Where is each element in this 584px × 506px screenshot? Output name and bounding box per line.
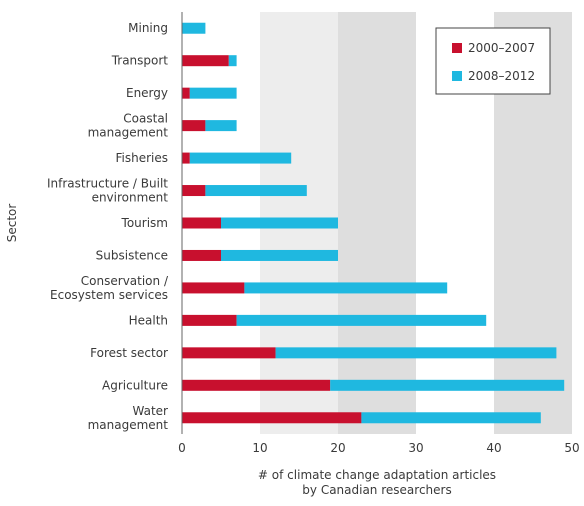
bar-2000-2007 bbox=[182, 87, 190, 99]
legend-label-2000-2007: 2000–2007 bbox=[468, 41, 535, 55]
bar-2000-2007 bbox=[182, 55, 229, 67]
x-tick-label: 50 bbox=[564, 441, 579, 455]
y-axis-title: Sector bbox=[5, 204, 19, 243]
legend-swatch-2000-2007 bbox=[452, 43, 462, 53]
x-axis-title-line: by Canadian researchers bbox=[302, 483, 451, 497]
category-label: Subsistence bbox=[96, 248, 168, 262]
legend-label-2008-2012: 2008–2012 bbox=[468, 69, 535, 83]
bar-2008-2012 bbox=[221, 217, 338, 229]
category-label: Health bbox=[129, 313, 168, 327]
bar-2000-2007 bbox=[182, 249, 221, 261]
bar-2008-2012 bbox=[189, 152, 292, 164]
legend-box bbox=[435, 27, 551, 95]
x-tick-label: 30 bbox=[408, 441, 423, 455]
bar-2000-2007 bbox=[182, 217, 221, 229]
bars bbox=[182, 22, 565, 424]
category-label: Energy bbox=[126, 86, 168, 100]
bar-2008-2012 bbox=[205, 185, 307, 197]
bar-2008-2012 bbox=[182, 22, 206, 34]
category-label: Transport bbox=[111, 54, 169, 68]
category-label: Forest sector bbox=[90, 346, 168, 360]
bar-2000-2007 bbox=[182, 314, 237, 326]
x-tick-label: 40 bbox=[486, 441, 501, 455]
bar-2000-2007 bbox=[182, 120, 206, 132]
bar-2000-2007 bbox=[182, 412, 362, 424]
bar-2008-2012 bbox=[361, 412, 541, 424]
x-axis-title: # of climate change adaptation articlesb… bbox=[258, 468, 496, 497]
category-label: Infrastructure / Built environment bbox=[47, 177, 168, 205]
category-label: Tourism bbox=[121, 216, 168, 230]
category-label: Conservation / Ecosystem services bbox=[50, 274, 169, 302]
x-tick-label: 10 bbox=[252, 441, 267, 455]
legend-swatch-2008-2012 bbox=[452, 71, 462, 81]
bar-2008-2012 bbox=[205, 120, 237, 132]
bar-2000-2007 bbox=[182, 282, 245, 294]
category-label: Fisheries bbox=[115, 151, 168, 165]
category-label: Mining bbox=[128, 21, 168, 35]
bar-2000-2007 bbox=[182, 152, 190, 164]
bar-2000-2007 bbox=[182, 185, 206, 197]
background-band bbox=[338, 12, 416, 434]
bar-2008-2012 bbox=[236, 314, 487, 326]
category-label: Water management bbox=[88, 404, 169, 432]
category-label: Coastal management bbox=[88, 112, 169, 140]
bar-2008-2012 bbox=[189, 87, 237, 99]
bar-2000-2007 bbox=[182, 347, 276, 359]
bar-2008-2012 bbox=[221, 249, 338, 261]
x-tick-label: 20 bbox=[330, 441, 345, 455]
bar-2008-2012 bbox=[244, 282, 448, 294]
category-labels: Mining Transport Energy Coastal management Fi… bbox=[47, 21, 169, 432]
bar-2008-2012 bbox=[228, 55, 237, 67]
legend: 2000–2007 2008–2012 bbox=[435, 27, 551, 95]
bar-2008-2012 bbox=[330, 379, 565, 391]
bar-2000-2007 bbox=[182, 379, 331, 391]
bar-2008-2012 bbox=[275, 347, 557, 359]
x-tick-label: 0 bbox=[178, 441, 186, 455]
x-axis-title-line: # of climate change adaptation articles bbox=[258, 468, 496, 482]
category-label: Agriculture bbox=[102, 378, 168, 392]
x-tick-labels: 0 10 20 30 40 50 bbox=[178, 441, 579, 455]
